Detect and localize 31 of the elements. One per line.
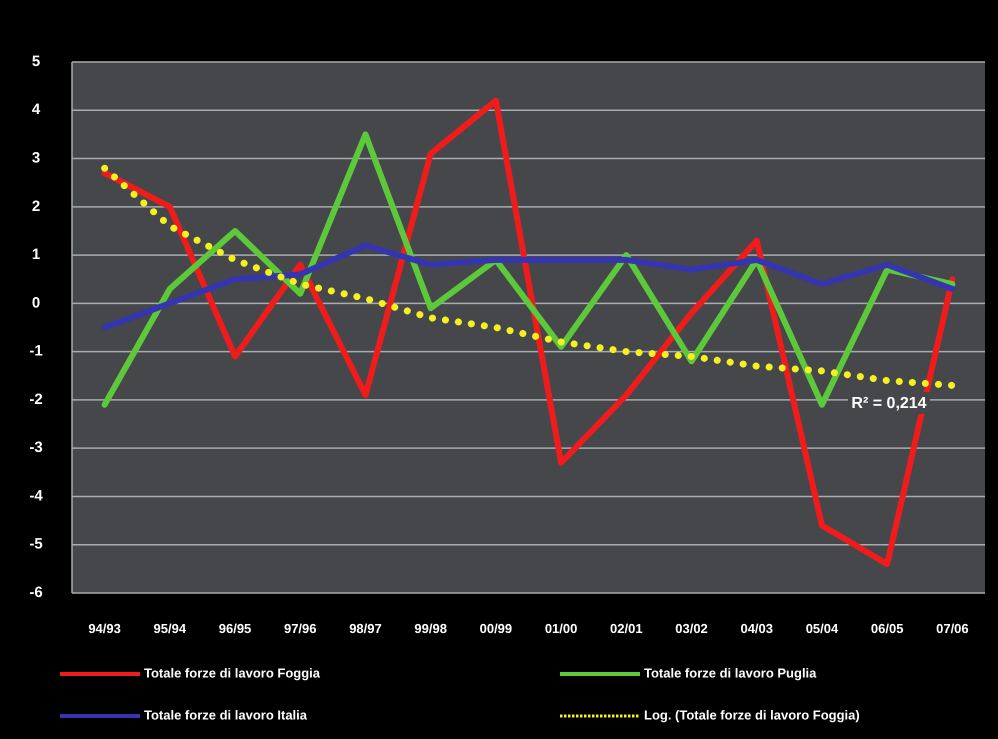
x-tick-label: 94/93: [88, 621, 121, 636]
x-tick-label: 99/98: [414, 621, 447, 636]
x-tick-label: 02/01: [610, 621, 643, 636]
x-tick-label: 98/97: [349, 621, 382, 636]
y-tick-label: -4: [29, 487, 44, 504]
x-tick-label: 96/95: [218, 621, 252, 636]
y-tick-label: 5: [32, 52, 40, 70]
y-tick-label: 3: [32, 150, 40, 167]
y-tick-label: -6: [29, 584, 43, 601]
y-tick-label: 2: [32, 198, 40, 215]
x-tick-label: 05/04: [806, 621, 839, 636]
x-tick-label: 01/00: [544, 621, 578, 636]
x-tick-label: 06/05: [870, 621, 904, 636]
legend-label: Totale forze di lavoro Puglia: [644, 665, 818, 680]
legend-label: Totale forze di lavoro Italia: [144, 707, 308, 722]
x-tick-label: 04/03: [740, 621, 774, 636]
y-tick-label: -1: [29, 342, 43, 360]
y-tick-label: -5: [29, 536, 43, 553]
x-tick-label: 03/02: [675, 621, 708, 636]
annotation: R² = 0,214: [851, 395, 927, 412]
y-tick-label: -3: [29, 439, 43, 456]
legend-label: Log. (Totale forze di lavoro Foggia): [644, 707, 860, 722]
y-tick-label: 1: [32, 246, 40, 264]
legend-label: Totale forze di lavoro Foggia: [144, 665, 321, 680]
y-tick-label: 0: [32, 294, 40, 312]
y-tick-label: 4: [32, 101, 41, 118]
x-tick-label: 95/94: [154, 621, 187, 636]
x-tick-label: 07/06: [936, 621, 969, 636]
y-tick-label: -2: [29, 390, 43, 408]
x-tick-label: 97/96: [284, 621, 317, 636]
x-tick-label: 00/99: [480, 621, 512, 636]
